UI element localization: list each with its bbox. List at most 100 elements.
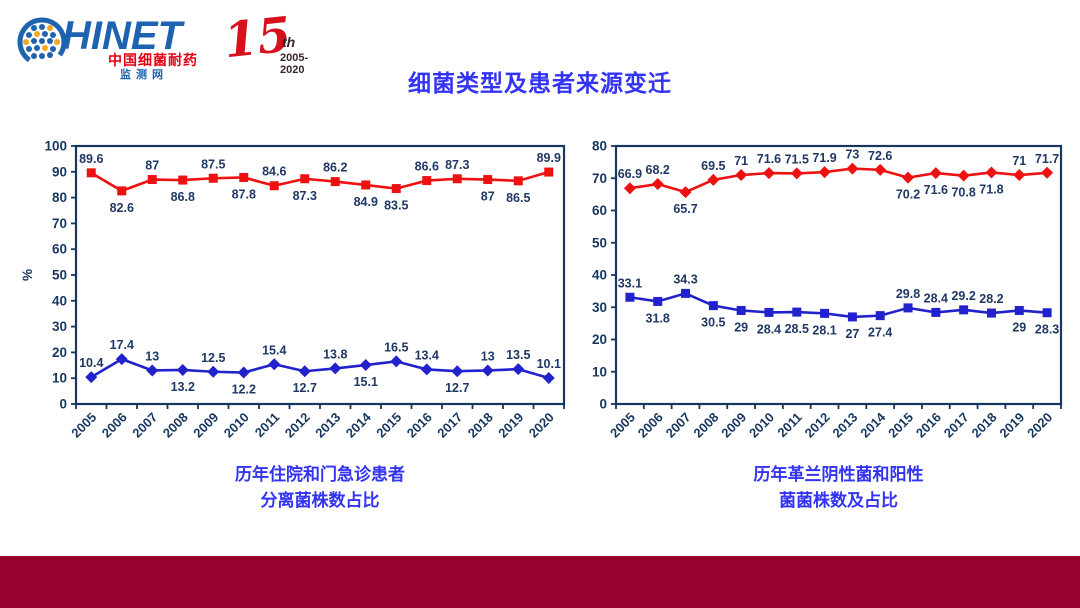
left-caption-line2: 分离菌株数占比: [260, 490, 380, 510]
svg-text:2020: 2020: [526, 410, 557, 441]
right-chart-caption: 历年革兰阴性菌和阳性 菌菌株数及占比: [616, 462, 1061, 513]
logo-cn-line2: 监测网: [120, 69, 168, 81]
right-chart: 0102030405060708020052006200720082009201…: [592, 139, 1063, 441]
svg-text:2014: 2014: [857, 409, 889, 441]
svg-text:86.6: 86.6: [415, 160, 439, 174]
svg-text:100: 100: [44, 139, 67, 154]
svg-text:28.1: 28.1: [812, 323, 836, 337]
svg-text:90: 90: [52, 164, 67, 179]
svg-text:12.7: 12.7: [293, 381, 317, 395]
svg-text:28.4: 28.4: [757, 322, 781, 336]
logo-cn-line1: 中国细菌耐药: [108, 52, 198, 68]
svg-text:29.2: 29.2: [951, 289, 975, 303]
left-caption-line1: 历年住院和门急诊患者: [235, 465, 405, 484]
svg-text:16.5: 16.5: [384, 340, 408, 354]
svg-text:2017: 2017: [941, 410, 972, 441]
svg-text:71.5: 71.5: [785, 152, 809, 166]
svg-text:30.5: 30.5: [701, 316, 725, 330]
svg-text:2014: 2014: [343, 409, 375, 441]
svg-text:84.6: 84.6: [262, 165, 286, 179]
svg-text:2013: 2013: [312, 410, 343, 441]
svg-text:69.5: 69.5: [701, 159, 725, 173]
svg-text:15.1: 15.1: [354, 375, 378, 389]
svg-text:86.8: 86.8: [171, 190, 195, 204]
svg-text:20: 20: [592, 332, 607, 347]
svg-text:13: 13: [481, 349, 495, 363]
svg-text:65.7: 65.7: [673, 202, 697, 216]
svg-text:2015: 2015: [885, 410, 916, 441]
logo-brand-text: HINET: [62, 14, 182, 58]
svg-text:2017: 2017: [434, 410, 465, 441]
svg-text:10.4: 10.4: [79, 356, 103, 370]
svg-text:2019: 2019: [996, 410, 1027, 441]
svg-text:30: 30: [52, 319, 67, 334]
svg-text:28.3: 28.3: [1035, 323, 1059, 337]
svg-text:40: 40: [592, 268, 607, 283]
svg-text:71: 71: [1012, 154, 1026, 168]
svg-text:29: 29: [734, 320, 748, 334]
svg-text:82.6: 82.6: [110, 201, 134, 215]
svg-text:71.6: 71.6: [924, 183, 948, 197]
svg-text:28.4: 28.4: [924, 291, 948, 305]
svg-text:87.8: 87.8: [232, 187, 256, 201]
chinet-logo: HINET 中国细菌耐药 监测网 15 th 2005-2020: [16, 7, 308, 86]
svg-text:89.9: 89.9: [537, 151, 561, 165]
svg-text:%: %: [20, 269, 35, 281]
svg-text:2005: 2005: [68, 410, 99, 441]
svg-text:60: 60: [592, 203, 607, 218]
svg-text:2006: 2006: [635, 410, 666, 441]
svg-text:2007: 2007: [129, 410, 160, 441]
svg-text:12.7: 12.7: [445, 381, 469, 395]
svg-text:12.5: 12.5: [201, 351, 225, 365]
svg-text:28.5: 28.5: [785, 322, 809, 336]
svg-text:15.4: 15.4: [262, 343, 286, 357]
svg-text:87: 87: [481, 190, 495, 204]
svg-text:2012: 2012: [802, 410, 833, 441]
svg-text:2010: 2010: [221, 410, 252, 441]
svg-text:87.3: 87.3: [293, 189, 317, 203]
svg-text:2020: 2020: [1024, 410, 1055, 441]
svg-text:2015: 2015: [373, 410, 404, 441]
svg-text:71.6: 71.6: [757, 152, 781, 166]
svg-text:70.8: 70.8: [951, 186, 975, 200]
svg-text:89.6: 89.6: [79, 152, 103, 166]
svg-text:68.2: 68.2: [646, 163, 670, 177]
svg-text:2009: 2009: [190, 410, 221, 441]
svg-text:2010: 2010: [746, 410, 777, 441]
svg-text:83.5: 83.5: [384, 199, 408, 213]
svg-text:13: 13: [145, 349, 159, 363]
svg-text:71.7: 71.7: [1035, 152, 1059, 166]
anniversary-suffix: th: [282, 34, 296, 50]
svg-text:13.5: 13.5: [506, 348, 530, 362]
svg-text:71.8: 71.8: [979, 182, 1003, 196]
svg-text:10: 10: [52, 371, 67, 386]
svg-text:10.1: 10.1: [537, 357, 561, 371]
svg-text:70: 70: [52, 216, 67, 231]
svg-text:2009: 2009: [718, 410, 749, 441]
page-title: 细菌类型及患者来源变迁: [408, 70, 672, 96]
svg-text:2008: 2008: [160, 410, 191, 441]
svg-text:66.9: 66.9: [618, 167, 642, 181]
svg-text:27: 27: [845, 327, 859, 341]
svg-text:29.8: 29.8: [896, 287, 920, 301]
svg-text:27.4: 27.4: [868, 326, 892, 340]
svg-text:87: 87: [145, 159, 159, 173]
svg-text:13.4: 13.4: [415, 348, 439, 362]
svg-text:10: 10: [592, 364, 607, 379]
svg-text:12.2: 12.2: [232, 383, 256, 397]
svg-text:2005: 2005: [607, 410, 638, 441]
svg-text:87.5: 87.5: [201, 157, 225, 171]
svg-text:70: 70: [592, 171, 607, 186]
svg-text:31.8: 31.8: [646, 311, 670, 325]
svg-text:33.1: 33.1: [618, 276, 642, 290]
svg-text:0: 0: [599, 397, 607, 412]
footer-accent-bar: [0, 556, 1080, 608]
svg-text:2018: 2018: [465, 410, 496, 441]
svg-text:13.2: 13.2: [171, 380, 195, 394]
svg-text:86.2: 86.2: [323, 161, 347, 175]
svg-text:17.4: 17.4: [110, 338, 134, 352]
svg-text:2018: 2018: [969, 410, 1000, 441]
svg-text:34.3: 34.3: [673, 272, 697, 286]
svg-text:73: 73: [845, 148, 859, 162]
